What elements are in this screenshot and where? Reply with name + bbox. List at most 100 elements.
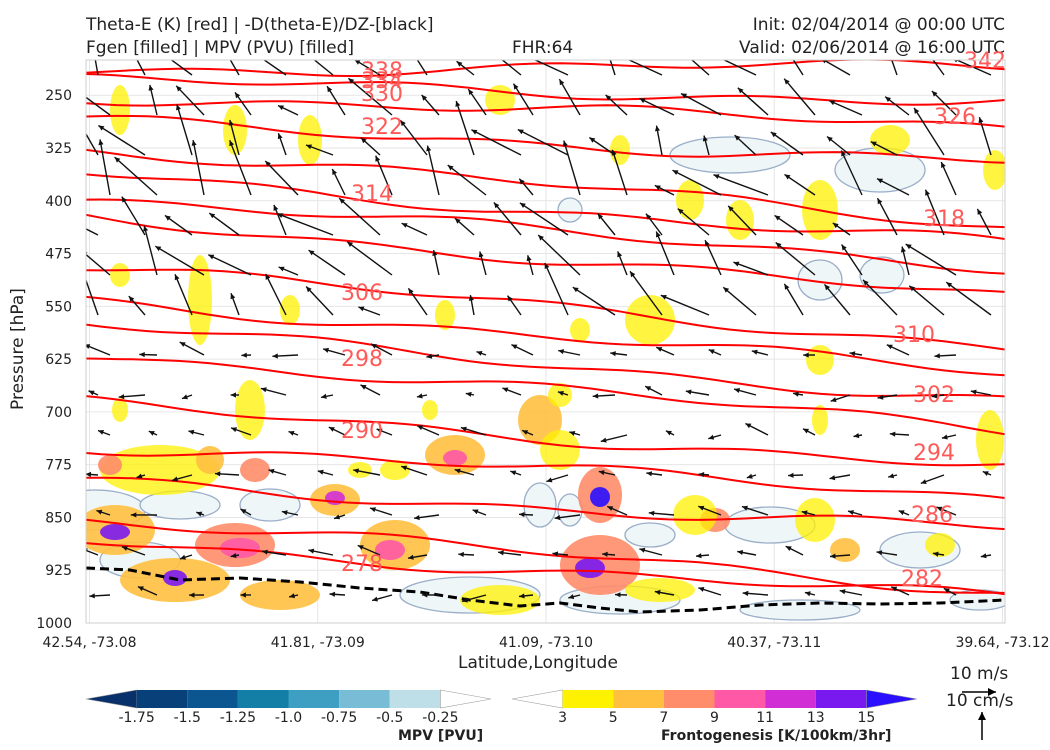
x-tick-label: 40.37, -73.11 xyxy=(727,635,821,651)
fgen-region xyxy=(240,458,270,482)
wind-vector-head xyxy=(298,46,304,52)
wind-vector-head xyxy=(88,390,95,396)
theta-e-label: 290 xyxy=(341,419,383,444)
wind-vector xyxy=(913,107,945,156)
colorbar-swatch xyxy=(866,689,918,709)
wind-vector-head xyxy=(870,141,877,147)
wind-vector-head xyxy=(775,242,782,248)
wind-vector-head xyxy=(607,506,614,511)
wind-vector-head xyxy=(742,590,749,596)
wind-vector-head xyxy=(646,471,653,477)
theta-e-label: 338 xyxy=(361,59,403,84)
wind-vector-head xyxy=(557,391,564,396)
theta-e-label: 314 xyxy=(351,182,393,207)
fgen-region xyxy=(673,495,717,535)
wind-vector-head xyxy=(159,51,165,56)
theta-e-line xyxy=(86,73,1005,106)
y-tick-label: 400 xyxy=(45,194,72,210)
wind-vector xyxy=(792,60,804,76)
wind-vector xyxy=(680,92,722,116)
wind-vector-head xyxy=(513,83,519,90)
wind-vector-head xyxy=(176,85,182,92)
wind-vector-head xyxy=(785,546,792,551)
wind-vector xyxy=(537,234,581,276)
wind-vector xyxy=(733,261,769,276)
wind-vector-head xyxy=(371,343,377,349)
x-tick-label: 41.81, -73.09 xyxy=(271,635,365,651)
wind-vector xyxy=(639,97,675,116)
colorbar-tick-label: -0.75 xyxy=(321,710,357,726)
wind-vector-head xyxy=(698,587,705,592)
wind-vector-head xyxy=(829,475,836,481)
theta-e-line xyxy=(86,476,1005,531)
x-tick-label: 39.64, -73.12 xyxy=(955,635,1049,651)
wind-vector xyxy=(544,262,569,316)
wind-vector-head xyxy=(931,91,938,97)
wind-vector-head xyxy=(521,53,527,58)
wind-vector-head xyxy=(615,592,621,598)
wind-vector xyxy=(713,174,769,196)
wind-vector-head xyxy=(660,295,667,300)
wind-vector-head xyxy=(148,431,155,436)
colorbar-tick-label: -1.5 xyxy=(174,710,201,726)
wind-vector-head xyxy=(589,137,596,143)
wind-vector-head xyxy=(188,429,195,435)
fgen-region xyxy=(375,540,405,560)
wind-vector-head xyxy=(328,427,335,432)
fgen-region xyxy=(575,558,605,578)
wind-vector-head xyxy=(654,589,661,595)
wind-vector-head xyxy=(214,471,221,477)
wind-vector-head xyxy=(468,89,474,95)
wind-vector-head xyxy=(308,250,315,256)
wind-vector-head xyxy=(519,202,526,208)
wind-vector xyxy=(136,60,146,76)
colorbar-swatch xyxy=(187,690,238,708)
wind-vector-head xyxy=(544,263,550,269)
wind-vector-head xyxy=(741,505,748,511)
y-tick-label: 625 xyxy=(45,352,72,368)
wind-vector-head xyxy=(914,107,920,114)
wind-vector xyxy=(86,278,99,316)
fgen-region xyxy=(220,538,260,558)
wind-vector xyxy=(264,160,299,196)
wind-vector-head xyxy=(931,393,938,399)
wind-vector-head xyxy=(148,84,154,91)
wind-vector xyxy=(471,129,522,156)
y-tick-label: 1000 xyxy=(36,616,72,632)
wind-vector-head xyxy=(421,94,428,101)
wind-vector-head xyxy=(925,49,930,55)
wind-vector-head xyxy=(465,391,472,397)
wind-vector-head xyxy=(572,287,579,293)
wind-vector xyxy=(263,60,287,76)
wind-vector-head xyxy=(288,431,295,436)
wind-vector xyxy=(326,85,346,116)
wind-vector-head xyxy=(401,34,406,40)
wind-vector xyxy=(722,60,757,76)
wind-vector-head xyxy=(554,515,561,521)
wind-vector-head xyxy=(164,215,171,221)
wind-vector xyxy=(672,169,722,196)
wind-vector-head xyxy=(656,231,661,238)
wind-vector-head xyxy=(832,222,839,229)
theta-e-label: 286 xyxy=(911,503,953,528)
wind-vector-head xyxy=(898,510,905,516)
colorbar-tick-label: 15 xyxy=(857,710,875,726)
fgen-region xyxy=(625,295,675,345)
wind-vector-head xyxy=(348,78,355,84)
mpv-region xyxy=(557,197,583,223)
wind-vector-head xyxy=(734,135,741,141)
fgen-region xyxy=(548,383,572,407)
wind-vector-head xyxy=(552,551,559,557)
wind-reference-vertical: 10 cm/s xyxy=(946,691,1014,711)
theta-e-label: 278 xyxy=(341,552,383,577)
theta-e-label: 282 xyxy=(901,567,943,592)
wind-vector-head xyxy=(272,353,278,359)
wind-vector-head xyxy=(877,198,883,205)
wind-vector xyxy=(627,60,663,76)
fgen-region xyxy=(235,380,265,440)
wind-vector xyxy=(677,208,710,236)
wind-vector-head xyxy=(639,98,646,104)
wind-vector-head xyxy=(793,391,799,397)
wind-vector-head xyxy=(876,550,883,556)
wind-vector xyxy=(905,243,957,276)
